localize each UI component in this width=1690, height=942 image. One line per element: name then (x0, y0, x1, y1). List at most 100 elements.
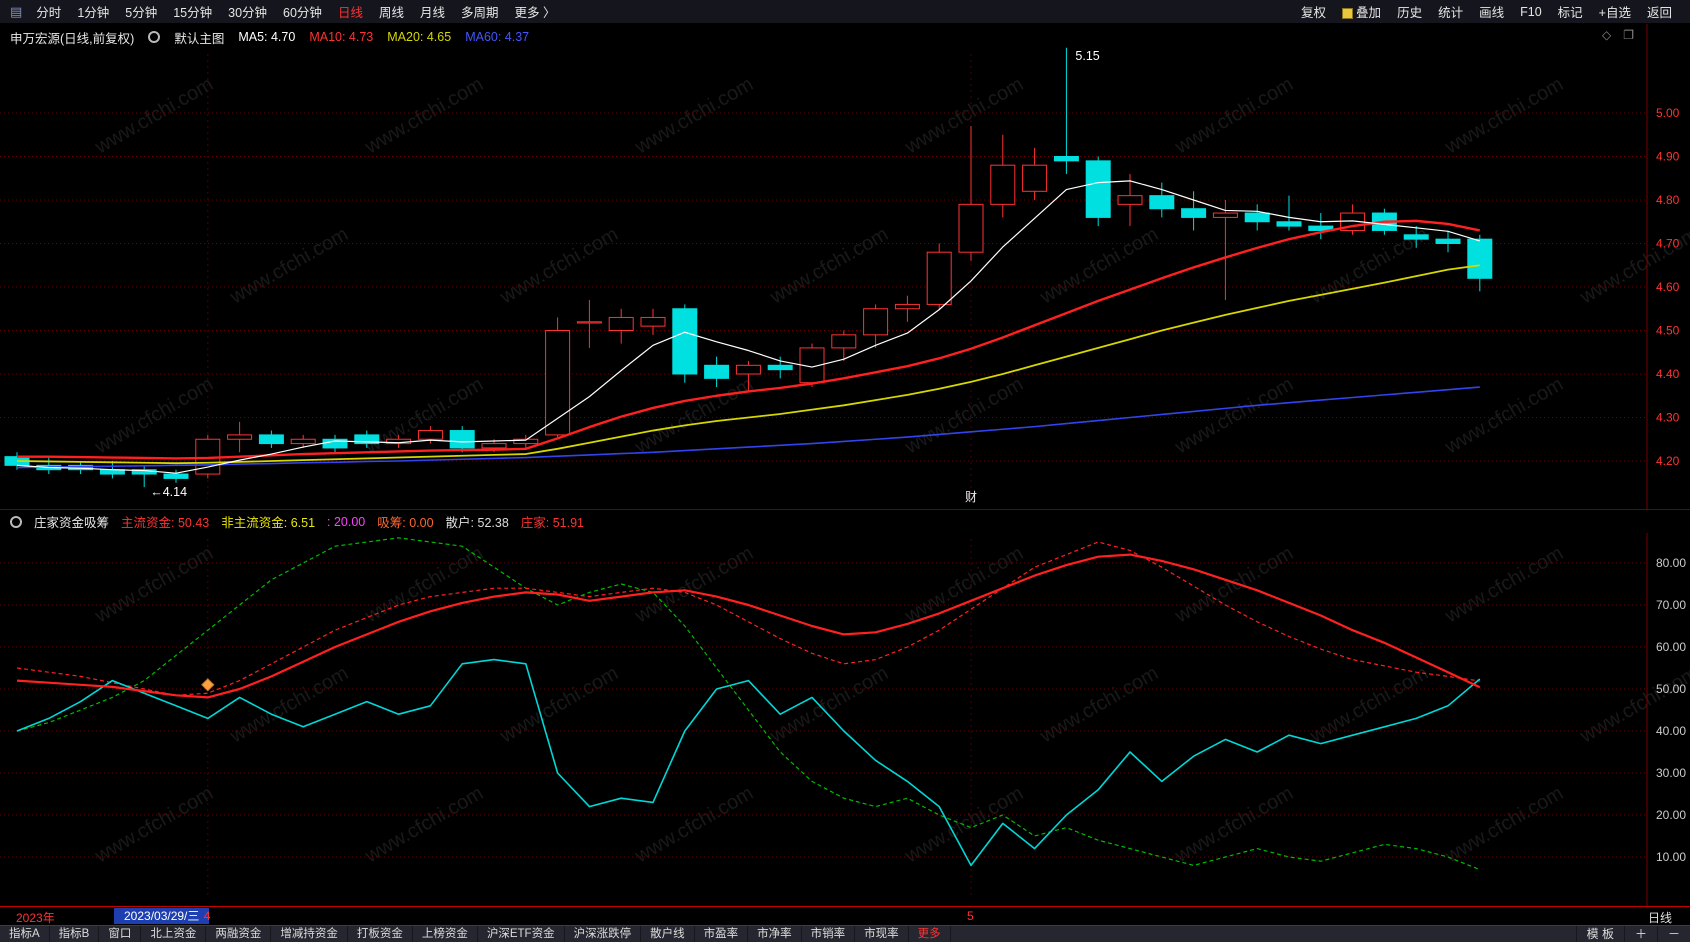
period-tab-15min[interactable]: 15分钟 (173, 6, 213, 20)
statusbar-northbound[interactable]: 北上资金 (141, 926, 207, 942)
indicator-icon[interactable] (10, 515, 22, 528)
period-tab-30min[interactable]: 30分钟 (228, 6, 268, 20)
legend-non-main: 非主流资金: 6.51 (221, 516, 316, 530)
statusbar-indicator-b[interactable]: 指标B (50, 926, 100, 942)
zoom-in-button[interactable]: ＋ (1623, 926, 1657, 942)
zoom-out-button[interactable]: － (1656, 926, 1690, 942)
watermark-text: www.cfchi.com (1306, 662, 1432, 748)
statusbar-pe[interactable]: 市盈率 (695, 926, 749, 942)
statusbar-etf-funds[interactable]: 沪深ETF资金 (478, 926, 565, 942)
period-tab-1min[interactable]: 1分钟 (77, 6, 110, 20)
candle (1212, 212, 1238, 218)
statusbar-daban-funds[interactable]: 打板资金 (348, 926, 413, 942)
candle (990, 164, 1016, 205)
watermark-text: www.cfchi.com (361, 542, 487, 628)
low-price-label: ←4.14 (150, 485, 187, 499)
statusbar-right-controls: 模 板 ＋ － (1575, 926, 1690, 942)
candle (1085, 160, 1111, 218)
watermark-text: www.cfchi.com (631, 373, 757, 459)
statusbar-pcf[interactable]: 市现率 (855, 926, 909, 942)
watermark-text: www.cfchi.com (766, 223, 892, 309)
tool-buttons: 复权 叠加 历史 统计 画线 F10 标记 +自选 返回 (1293, 2, 1680, 21)
month-marker: 5 (967, 909, 974, 923)
watermark-text: www.cfchi.com (1171, 542, 1297, 628)
tool-draw-line[interactable]: 画线 (1479, 6, 1505, 20)
statusbar-indicator-a[interactable]: 指标A (0, 926, 50, 942)
candle (735, 364, 761, 375)
event-marker[interactable]: 财 (965, 490, 977, 504)
legend-absorb: 吸筹: 0.00 (377, 516, 434, 530)
candle (545, 330, 571, 436)
period-indicator-label: 日线 (1648, 911, 1673, 925)
watermark-text: www.cfchi.com (91, 782, 217, 868)
sub-axis-label: 30.00 (1656, 766, 1686, 780)
tool-adjust-price[interactable]: 复权 (1301, 6, 1327, 20)
statusbar-list-funds[interactable]: 上榜资金 (413, 926, 478, 942)
candle (831, 334, 857, 349)
watermark-text: www.cfchi.com (1036, 662, 1162, 748)
tool-back[interactable]: 返回 (1646, 6, 1672, 20)
tool-statistics[interactable]: 统计 (1438, 6, 1464, 20)
statusbar-pb[interactable]: 市净率 (748, 926, 802, 942)
watermark-text: www.cfchi.com (1171, 373, 1297, 459)
candle (513, 438, 539, 445)
period-tab-multi[interactable]: 多周期 (460, 6, 499, 20)
statusbar-margin-funds[interactable]: 两融资金 (206, 926, 272, 942)
date-axis: 2023年 2023/03/29/三 日线 4 5 (0, 906, 1690, 926)
selected-date-box[interactable]: 2023/03/29/三 (114, 908, 210, 924)
period-tab-more[interactable]: 更多 〉 (514, 6, 556, 20)
period-tab-5min[interactable]: 5分钟 (125, 6, 158, 20)
template-button[interactable]: 模 板 (1575, 926, 1624, 942)
candle (958, 203, 984, 253)
bottom-status-bar: 指标A 指标B 窗口 北上资金 两融资金 增减持资金 打板资金 上榜资金 沪深E… (0, 925, 1690, 942)
retail-line (16, 658, 1481, 867)
candle (1181, 208, 1207, 218)
price-axis-label: 4.20 (1656, 454, 1680, 468)
high-price-label: 5.15 (1075, 49, 1099, 63)
period-tab-60min[interactable]: 60分钟 (283, 6, 322, 20)
statusbar-ps[interactable]: 市销率 (802, 926, 856, 942)
candle (1403, 234, 1429, 240)
candle (163, 473, 189, 479)
candle (354, 434, 380, 445)
tool-add-watchlist[interactable]: +自选 (1598, 6, 1631, 20)
statusbar-holding-funds[interactable]: 增减持资金 (271, 926, 348, 942)
main-price-chart[interactable]: www.cfchi.com www.cfchi.com www.cfchi.com w… (0, 24, 1690, 509)
ma-line (16, 386, 1480, 469)
watermark-text: www.cfchi.com (766, 662, 892, 748)
watermark-text: www.cfchi.com (1441, 782, 1567, 868)
indicator-title: 庄家资金吸筹 (34, 516, 110, 530)
price-axis-label: 4.70 (1656, 237, 1680, 251)
candle (576, 321, 602, 324)
sub-axis-label: 50.00 (1656, 682, 1686, 696)
tool-mark[interactable]: 标记 (1557, 6, 1583, 20)
price-axis-label: 4.40 (1656, 367, 1680, 381)
legend-retail: 散户: 52.38 (445, 516, 509, 530)
sub-axis-label: 80.00 (1656, 556, 1686, 570)
tool-overlay[interactable]: 叠加 (1334, 2, 1389, 21)
legend-non-main-2: : 20.00 (327, 514, 366, 529)
watermark-text: www.cfchi.com (226, 662, 352, 748)
ma-line (17, 219, 1481, 460)
statusbar-retail-line[interactable]: 散户线 (641, 926, 695, 942)
diamond-icon[interactable]: ◇ (1602, 28, 1612, 42)
tool-f10[interactable]: F10 (1520, 4, 1542, 19)
menu-icon[interactable]: ▤ (10, 3, 23, 19)
statusbar-limit-stats[interactable]: 沪深涨跌停 (565, 926, 642, 942)
tool-history[interactable]: 历史 (1397, 6, 1423, 20)
period-tab-weekly[interactable]: 周线 (378, 6, 404, 20)
sub-axis-label: 10.00 (1656, 850, 1686, 864)
statusbar-window[interactable]: 窗口 (99, 926, 142, 942)
legend-main-force: 主流资金: 50.43 (121, 516, 210, 530)
candle (672, 308, 698, 375)
period-tab-fenshi[interactable]: 分时 (36, 6, 62, 20)
price-axis-label: 4.30 (1656, 411, 1680, 425)
indicator-chart[interactable]: www.cfchi.com www.cfchi.com www.cfchi.com w… (0, 533, 1690, 906)
window-icon[interactable]: ❐ (1623, 28, 1634, 42)
watermark-text: www.cfchi.com (361, 73, 487, 159)
candle (1435, 238, 1461, 244)
statusbar-more[interactable]: 更多 (909, 926, 951, 942)
candle (1149, 195, 1175, 210)
period-tab-daily[interactable]: 日线 (337, 6, 363, 20)
period-tab-monthly[interactable]: 月线 (419, 6, 445, 20)
